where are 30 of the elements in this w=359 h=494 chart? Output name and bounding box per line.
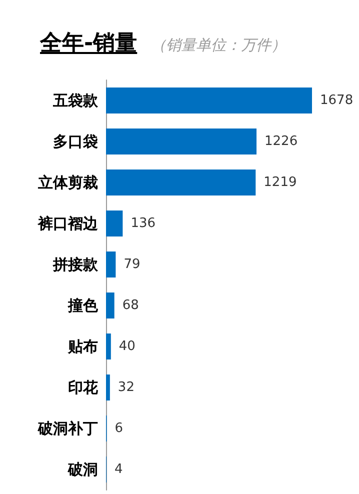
data-label: 79 — [124, 257, 140, 272]
chart-title: 全年-销量 — [40, 31, 138, 56]
y-tick-label: 五袋款 — [52, 92, 99, 110]
data-label: 68 — [122, 298, 139, 313]
y-tick-label: 拼接款 — [52, 256, 99, 274]
y-tick-label: 贴布 — [67, 338, 98, 356]
y-tick-label: 印花 — [68, 378, 99, 396]
bar — [106, 252, 116, 278]
y-tick-label: 裤口褶边 — [37, 214, 99, 232]
data-label: 4 — [114, 462, 123, 477]
bar — [106, 210, 123, 236]
chart-subtitle: （销量单位：万件） — [151, 36, 286, 54]
y-tick-label: 撞色 — [67, 296, 99, 314]
y-tick-label: 多口袋 — [53, 132, 98, 150]
bar — [106, 128, 257, 154]
y-tick-label: 立体剪裁 — [37, 174, 98, 192]
data-label: 32 — [118, 380, 134, 395]
y-tick-label: 破洞补丁 — [37, 420, 98, 438]
data-label: 6 — [114, 421, 124, 436]
y-tick-label: 破洞 — [67, 460, 98, 478]
bar — [106, 170, 256, 196]
bar — [106, 88, 312, 114]
bar — [106, 334, 111, 360]
data-label: 1678 — [320, 93, 354, 108]
bar — [106, 292, 114, 318]
data-label: 136 — [130, 216, 156, 231]
data-label: 40 — [118, 339, 136, 354]
data-label: 1219 — [264, 175, 297, 190]
bar — [106, 374, 110, 400]
data-label: 1226 — [264, 134, 298, 149]
